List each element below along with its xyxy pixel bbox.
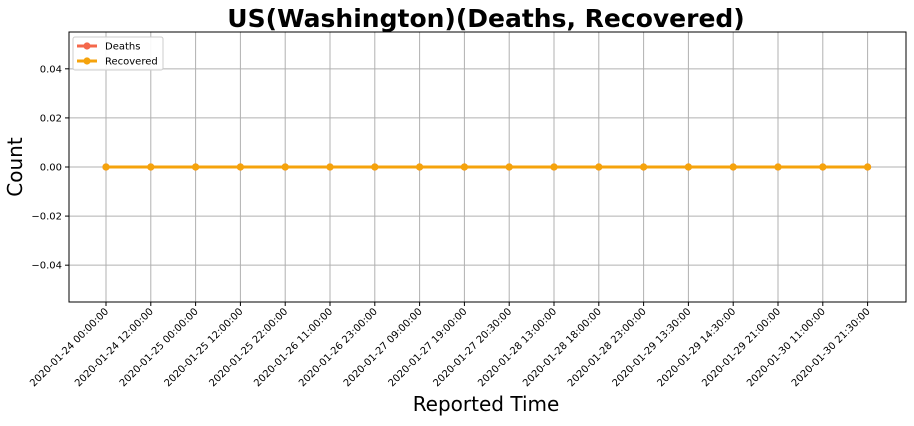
y-tick-label: 0.00 <box>40 163 62 174</box>
y-tick-label: −0.02 <box>31 212 62 223</box>
y-axis-label: Count <box>3 137 27 197</box>
x-tick-label: 2020-01-28 23:00:00 <box>566 306 649 389</box>
data-point-recovered <box>102 163 110 171</box>
x-tick-label: 2020-01-26 23:00:00 <box>297 306 380 389</box>
y-tick-label: 0.02 <box>40 113 62 124</box>
legend-marker-recovered <box>83 57 91 65</box>
legend-label-deaths: Deaths <box>105 42 140 53</box>
chart-title: US(Washington)(Deaths, Recovered) <box>227 4 744 33</box>
x-tick-label: 2020-01-25 12:00:00 <box>163 306 246 389</box>
data-point-recovered <box>819 163 827 171</box>
data-point-recovered <box>371 163 379 171</box>
data-point-recovered <box>595 163 603 171</box>
y-tick-label: −0.04 <box>31 261 62 272</box>
x-axis-label: Reported Time <box>413 392 560 416</box>
data-point-recovered <box>147 163 155 171</box>
x-tick-label: 2020-01-29 13:30:00 <box>611 306 694 389</box>
x-tick-label: 2020-01-29 21:00:00 <box>700 306 783 389</box>
x-tick-label: 2020-01-30 21:30:00 <box>790 306 873 389</box>
y-tick-label: 0.04 <box>40 64 62 75</box>
x-tick-label: 2020-01-30 11:00:00 <box>745 306 828 389</box>
x-tick-label: 2020-01-26 11:00:00 <box>252 306 335 389</box>
data-point-recovered <box>729 163 737 171</box>
legend-label-recovered: Recovered <box>105 57 158 68</box>
x-tick-label: 2020-01-24 00:00:00 <box>28 306 111 389</box>
data-point-recovered <box>192 163 200 171</box>
data-point-recovered <box>684 163 693 171</box>
x-tick-label: 2020-01-27 09:00:00 <box>342 306 425 389</box>
data-point-recovered <box>281 163 289 171</box>
x-tick-label: 2020-01-29 14:30:00 <box>655 306 738 389</box>
data-point-recovered <box>460 163 468 171</box>
data-point-recovered <box>505 163 513 171</box>
x-tick-label: 2020-01-27 20:30:00 <box>431 306 514 389</box>
data-point-recovered <box>236 163 244 171</box>
data-point-recovered <box>864 163 872 171</box>
x-tick-label: 2020-01-25 22:00:00 <box>207 306 290 389</box>
legend-marker-deaths <box>83 42 91 50</box>
x-tick-label: 2020-01-28 13:00:00 <box>476 306 559 389</box>
data-point-recovered <box>640 163 648 171</box>
x-tick-label: 2020-01-24 12:00:00 <box>73 306 156 389</box>
data-point-recovered <box>326 163 334 171</box>
data-point-recovered <box>774 163 782 171</box>
x-tick-label: 2020-01-25 00:00:00 <box>118 306 201 389</box>
data-point-recovered <box>416 163 424 171</box>
x-tick-label: 2020-01-27 19:00:00 <box>387 306 470 389</box>
data-point-recovered <box>550 163 558 171</box>
x-tick-label: 2020-01-28 18:00:00 <box>521 306 604 389</box>
